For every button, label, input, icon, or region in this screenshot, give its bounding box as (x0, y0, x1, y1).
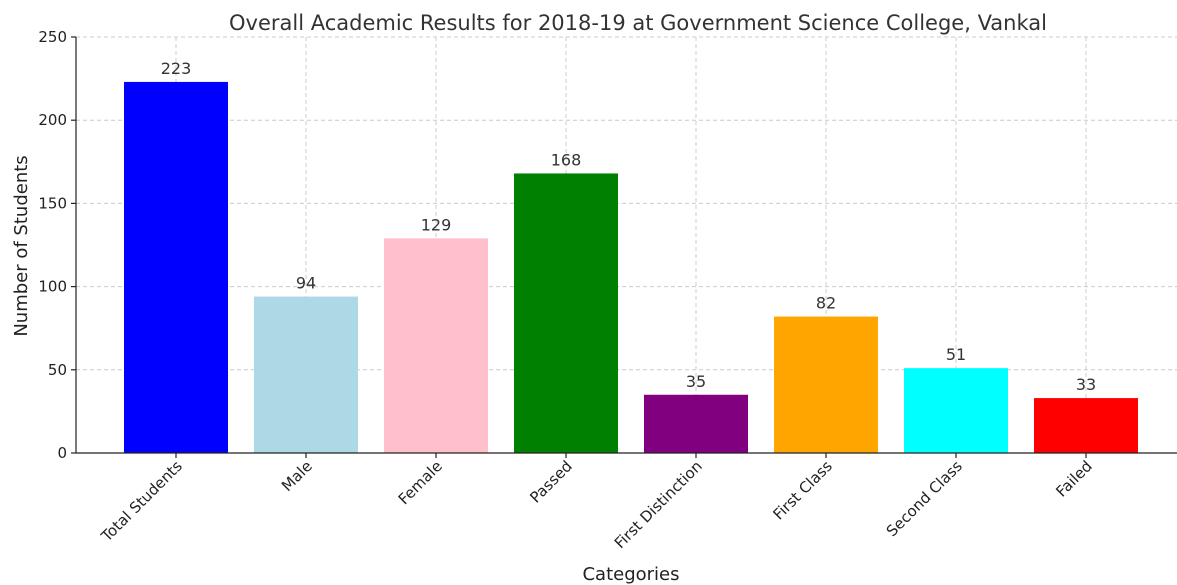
bar-value-label: 35 (686, 372, 706, 391)
bar-value-label: 94 (296, 274, 316, 293)
data-labels: 223 94 129 168 35 82 51 33 (161, 59, 1096, 394)
bar-value-label: 168 (551, 150, 582, 169)
y-ticks: 0 50 100 150 200 250 (38, 28, 76, 462)
bar-value-label: 51 (946, 345, 966, 364)
bar (904, 368, 1008, 453)
x-tick-label: Male (278, 457, 316, 495)
x-tick-label: Second Class (883, 457, 966, 540)
y-tick-label: 250 (38, 28, 67, 46)
x-tick-label: Total Students (97, 457, 186, 546)
y-tick-label: 100 (38, 278, 67, 296)
bar (774, 316, 878, 453)
bar (254, 296, 358, 453)
y-axis-label: Number of Students (11, 155, 32, 336)
bar-value-label: 223 (161, 59, 192, 78)
bar (644, 394, 748, 453)
bars-group (124, 81, 1138, 453)
x-tick-label: First Distinction (611, 457, 706, 552)
x-tick-label: First Class (769, 457, 835, 523)
bar (124, 81, 228, 453)
y-tick-label: 200 (38, 111, 67, 129)
x-tick-label: Female (395, 457, 446, 508)
y-tick-label: 50 (48, 361, 67, 379)
axes (75, 37, 1177, 454)
bar (1034, 398, 1138, 453)
chart-title: Overall Academic Results for 2018-19 at … (229, 11, 1047, 35)
y-tick-label: 0 (57, 444, 67, 462)
x-tick-label: Passed (526, 457, 575, 506)
bar (384, 238, 488, 453)
bar-value-label: 129 (421, 215, 452, 234)
x-axis-label: Categories (582, 564, 679, 585)
bar (514, 173, 618, 453)
y-tick-label: 150 (38, 194, 67, 212)
bar-value-label: 33 (1076, 375, 1096, 394)
bar-value-label: 82 (816, 294, 836, 313)
x-ticks: Total Students Male Female Passed First Dist… (97, 453, 1096, 552)
grid-lines (76, 36, 1177, 454)
x-tick-label: Failed (1052, 457, 1096, 501)
